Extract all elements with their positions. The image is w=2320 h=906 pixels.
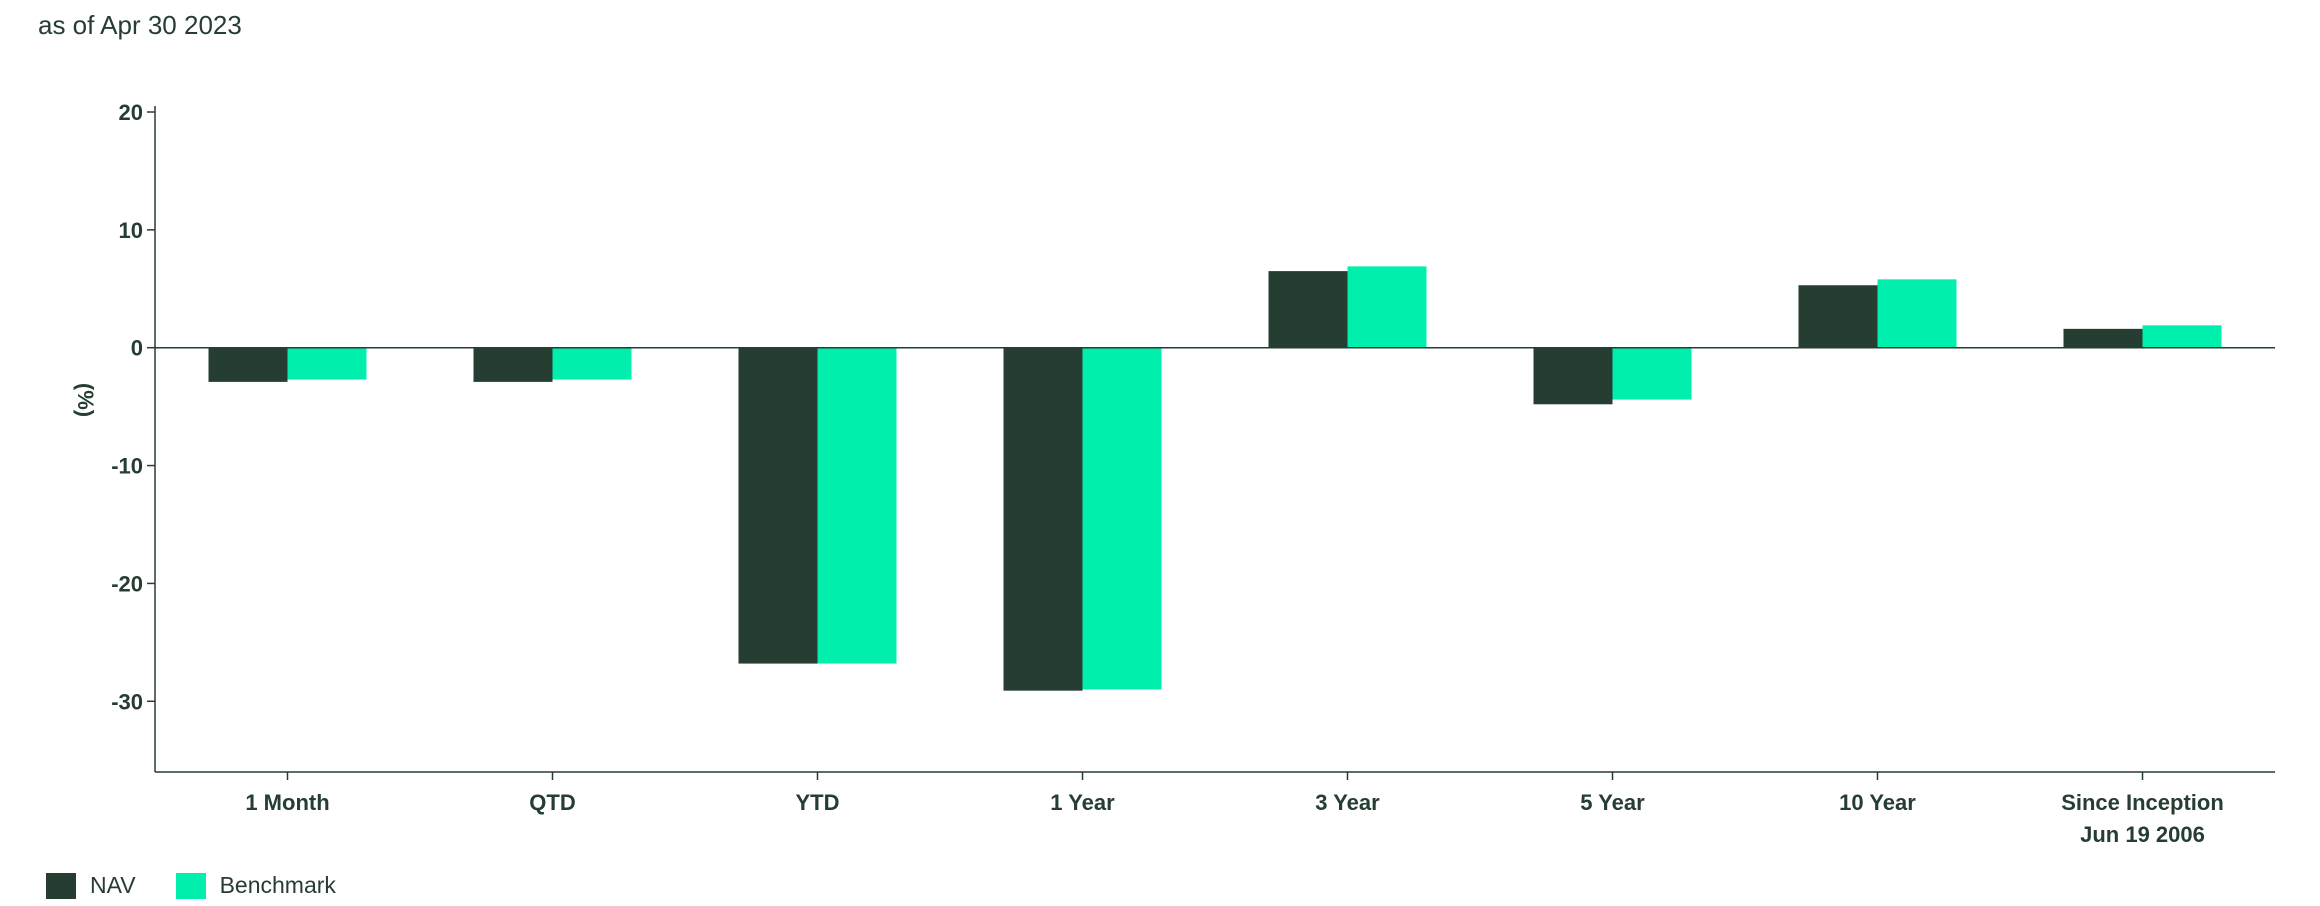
performance-bar-chart: 20 10 0 -10 -20 -30 (%) 1 Month QTD YTD 1 Year 3 Y… <box>73 100 2275 847</box>
x-tick-label: 1 Year <box>1050 790 1115 815</box>
x-tick-label: 1 Month <box>245 790 329 815</box>
bar-benchmark-0[interactable] <box>287 347 367 380</box>
bar-nav-5[interactable] <box>1533 347 1613 405</box>
as-of-date: as of Apr 30 2023 <box>38 10 242 40</box>
y-axis-label: (%) <box>73 383 98 417</box>
bar-benchmark-4[interactable] <box>1347 266 1427 348</box>
bar-nav-6[interactable] <box>1798 285 1878 348</box>
legend-swatch-nav <box>46 872 76 899</box>
x-tick-label: QTD <box>529 790 575 815</box>
bar-nav-2[interactable] <box>738 347 818 664</box>
y-tick-label: -20 <box>111 571 143 596</box>
y-axis: 20 10 0 -10 -20 -30 (%) <box>73 100 156 772</box>
legend-item-nav[interactable]: NAV <box>46 872 136 899</box>
x-tick-label: YTD <box>796 790 840 815</box>
bar-benchmark-5[interactable] <box>1612 347 1692 400</box>
bar-benchmark-2[interactable] <box>817 347 897 664</box>
legend-swatch-benchmark <box>175 872 206 899</box>
bar-nav-4[interactable] <box>1268 271 1348 348</box>
y-tick-label: -30 <box>111 689 143 714</box>
bar-nav-7[interactable] <box>2063 328 2143 348</box>
x-tick-label: 10 Year <box>1839 790 1916 815</box>
y-tick-label: 10 <box>119 218 143 243</box>
y-tick-label: 20 <box>119 100 143 125</box>
bars <box>155 266 2275 691</box>
y-tick-label: -10 <box>111 454 143 479</box>
bar-nav-1[interactable] <box>473 347 553 382</box>
x-tick-label: 5 Year <box>1580 790 1645 815</box>
bar-nav-3[interactable] <box>1003 347 1083 691</box>
y-tick-label: 0 <box>131 336 143 361</box>
x-axis: 1 Month QTD YTD 1 Year 3 Year 5 Year 10 Year Si… <box>155 771 2275 847</box>
legend: NAV Benchmark <box>46 872 376 899</box>
legend-label-benchmark: Benchmark <box>219 872 336 898</box>
bar-benchmark-6[interactable] <box>1877 279 1957 348</box>
x-tick-label: 3 Year <box>1315 790 1380 815</box>
bar-nav-0[interactable] <box>208 347 288 382</box>
legend-label-nav: NAV <box>90 872 136 898</box>
x-tick-label: Since Inception Jun 19 2006 <box>2061 790 2224 847</box>
bar-benchmark-3[interactable] <box>1082 347 1162 690</box>
legend-item-benchmark[interactable]: Benchmark <box>175 872 336 899</box>
bar-benchmark-7[interactable] <box>2142 325 2222 348</box>
bar-benchmark-1[interactable] <box>552 347 632 380</box>
